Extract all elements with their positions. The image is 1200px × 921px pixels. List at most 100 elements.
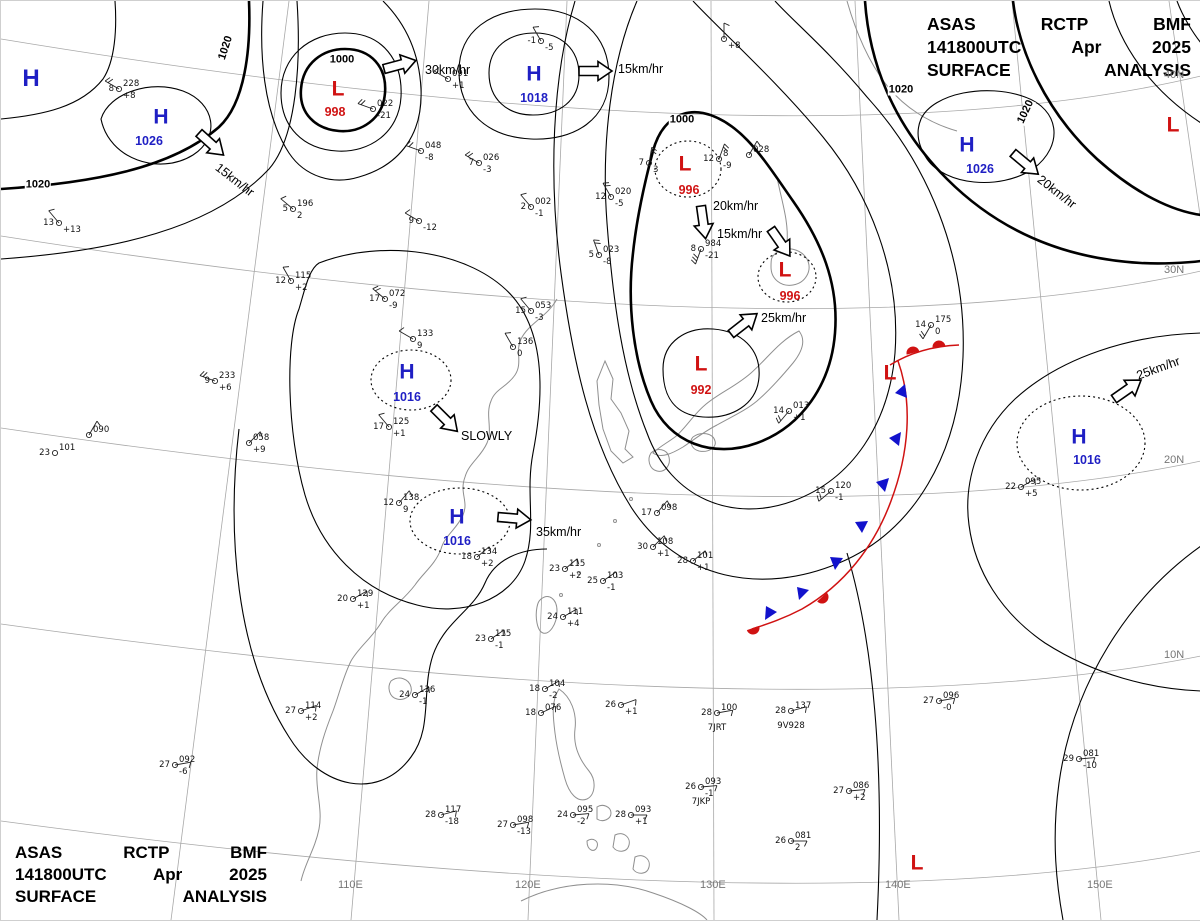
station-tendency: +8: [728, 41, 741, 51]
station-circle-icon: [537, 37, 545, 45]
wind-barb-tick-icon: [280, 195, 287, 200]
wind-barb-tick-icon: [692, 256, 697, 262]
station-pressure: 137: [795, 701, 811, 711]
station-plot: 8 228 +8: [104, 77, 139, 101]
station-plot: 9 233 +6: [199, 370, 235, 393]
wind-barb-tick-icon: [532, 26, 540, 28]
station-tendency: +1: [793, 413, 806, 423]
station-tendency: -18: [445, 817, 459, 827]
station-plot: 12 020 -5: [595, 182, 631, 209]
station-temperature: 12: [595, 192, 606, 202]
isobar-1000-north: [299, 47, 387, 133]
station-plot: 7 026 -3: [464, 151, 499, 175]
coastline-borneo: [520, 883, 708, 920]
station-circle-icon: [287, 277, 295, 285]
station-plot: 24 111 +4: [547, 607, 583, 629]
wind-barb-icon: [700, 785, 717, 788]
station-temperature: 7: [639, 158, 644, 168]
station-pressure: 023: [603, 245, 619, 255]
graticule-line: [1, 820, 1200, 884]
wind-barb-tick-icon: [666, 500, 671, 507]
wind-barb-icon: [1078, 757, 1095, 760]
wind-barb-icon: [174, 761, 191, 766]
station-pressure: 8: [723, 149, 728, 159]
station-circle-icon: [787, 707, 795, 715]
station-pressure: 081: [1083, 749, 1099, 759]
wind-barb-tick-icon: [454, 810, 457, 817]
station-tendency: -21: [377, 111, 391, 121]
station-plot: 28 101 +1: [677, 550, 713, 573]
wind-barb-icon: [648, 147, 653, 164]
station-circle-icon: [649, 543, 657, 551]
station-circle-icon: [595, 251, 603, 259]
station-circle-icon: [415, 217, 423, 225]
station-pressure: 096: [943, 691, 959, 701]
station-tendency: -21: [705, 251, 719, 261]
station-pressure: 115: [295, 271, 311, 281]
station-tendency: -8: [603, 257, 611, 267]
station-temperature: 28: [615, 810, 626, 820]
station-plot: 12 8 -9: [703, 143, 731, 171]
wind-barb-tick-icon: [690, 259, 696, 265]
wind-barb-tick-icon: [693, 253, 699, 259]
station-pressure: 013: [793, 401, 809, 411]
station-pressure: 175: [935, 315, 951, 325]
station-tendency: -13: [517, 827, 531, 837]
station-circle-icon: [51, 449, 59, 457]
station-temperature: 14: [915, 320, 926, 330]
station-tendency: -1: [495, 641, 503, 651]
wind-barb-icon: [104, 80, 120, 90]
station-circle-icon: [617, 701, 625, 709]
station-pressure: 072: [389, 289, 405, 299]
station-pressure: 091: [452, 69, 468, 79]
wind-barb-tick-icon: [862, 789, 866, 796]
station-temperature: 24: [557, 810, 568, 820]
wind-barb-tick-icon: [464, 151, 471, 156]
station-circle-icon: [827, 487, 835, 495]
wind-barb-icon: [692, 550, 706, 562]
isobar-path: [604, 1, 897, 510]
station-tendency: -1: [607, 583, 615, 593]
station-circle-icon: [527, 203, 535, 211]
station-circle-icon: [745, 151, 753, 159]
station-plot: 24 136 -1: [399, 685, 435, 707]
wind-barb-icon: [716, 709, 733, 714]
wind-barb-tick-icon: [730, 710, 734, 717]
station-tendency: +1: [625, 707, 638, 717]
station-circle-icon: [475, 159, 483, 167]
station-callsign: 7JRT: [708, 723, 727, 733]
station-temperature: 27: [285, 706, 296, 716]
coastline-korea: [596, 359, 634, 464]
station-tendency: -10: [1083, 761, 1097, 771]
station-plot: 14 175 0: [915, 315, 951, 340]
wind-barb-tick-icon: [503, 629, 506, 636]
station-tendency: +2: [853, 793, 866, 803]
station-plot: 27 096 -0: [923, 691, 959, 713]
movement-arrow-icon: [766, 225, 791, 258]
movement-arrow-icon: [381, 53, 418, 75]
station-plot: 18 134 +2: [461, 546, 497, 569]
station-pressure: 095: [577, 805, 593, 815]
graticule-line: [1, 235, 1200, 310]
station-temperature: 26: [775, 836, 786, 846]
wind-barb-icon: [562, 608, 578, 618]
wind-barb-tick-icon: [104, 77, 111, 82]
station-tendency: 2: [297, 211, 302, 221]
station-tendency: +1: [697, 563, 710, 573]
station-circle-icon: [289, 205, 297, 213]
wind-barb-icon: [572, 813, 589, 816]
station-tendency: -5: [615, 199, 623, 209]
station-tendency: +4: [567, 619, 580, 629]
station-plot: 2 002 -1: [520, 192, 551, 219]
station-pressure: 098: [517, 815, 533, 825]
wind-barb-tick-icon: [804, 706, 807, 713]
wind-barb-icon: [520, 194, 532, 208]
station-pressure: 028: [753, 145, 769, 155]
cold-front-line: [751, 360, 908, 630]
station-pressure: 114: [305, 701, 321, 711]
station-circle-icon: [369, 105, 377, 113]
station-tendency: +6: [219, 383, 232, 393]
station-pressure: 104: [549, 679, 565, 689]
station-circle-icon: [935, 697, 943, 705]
